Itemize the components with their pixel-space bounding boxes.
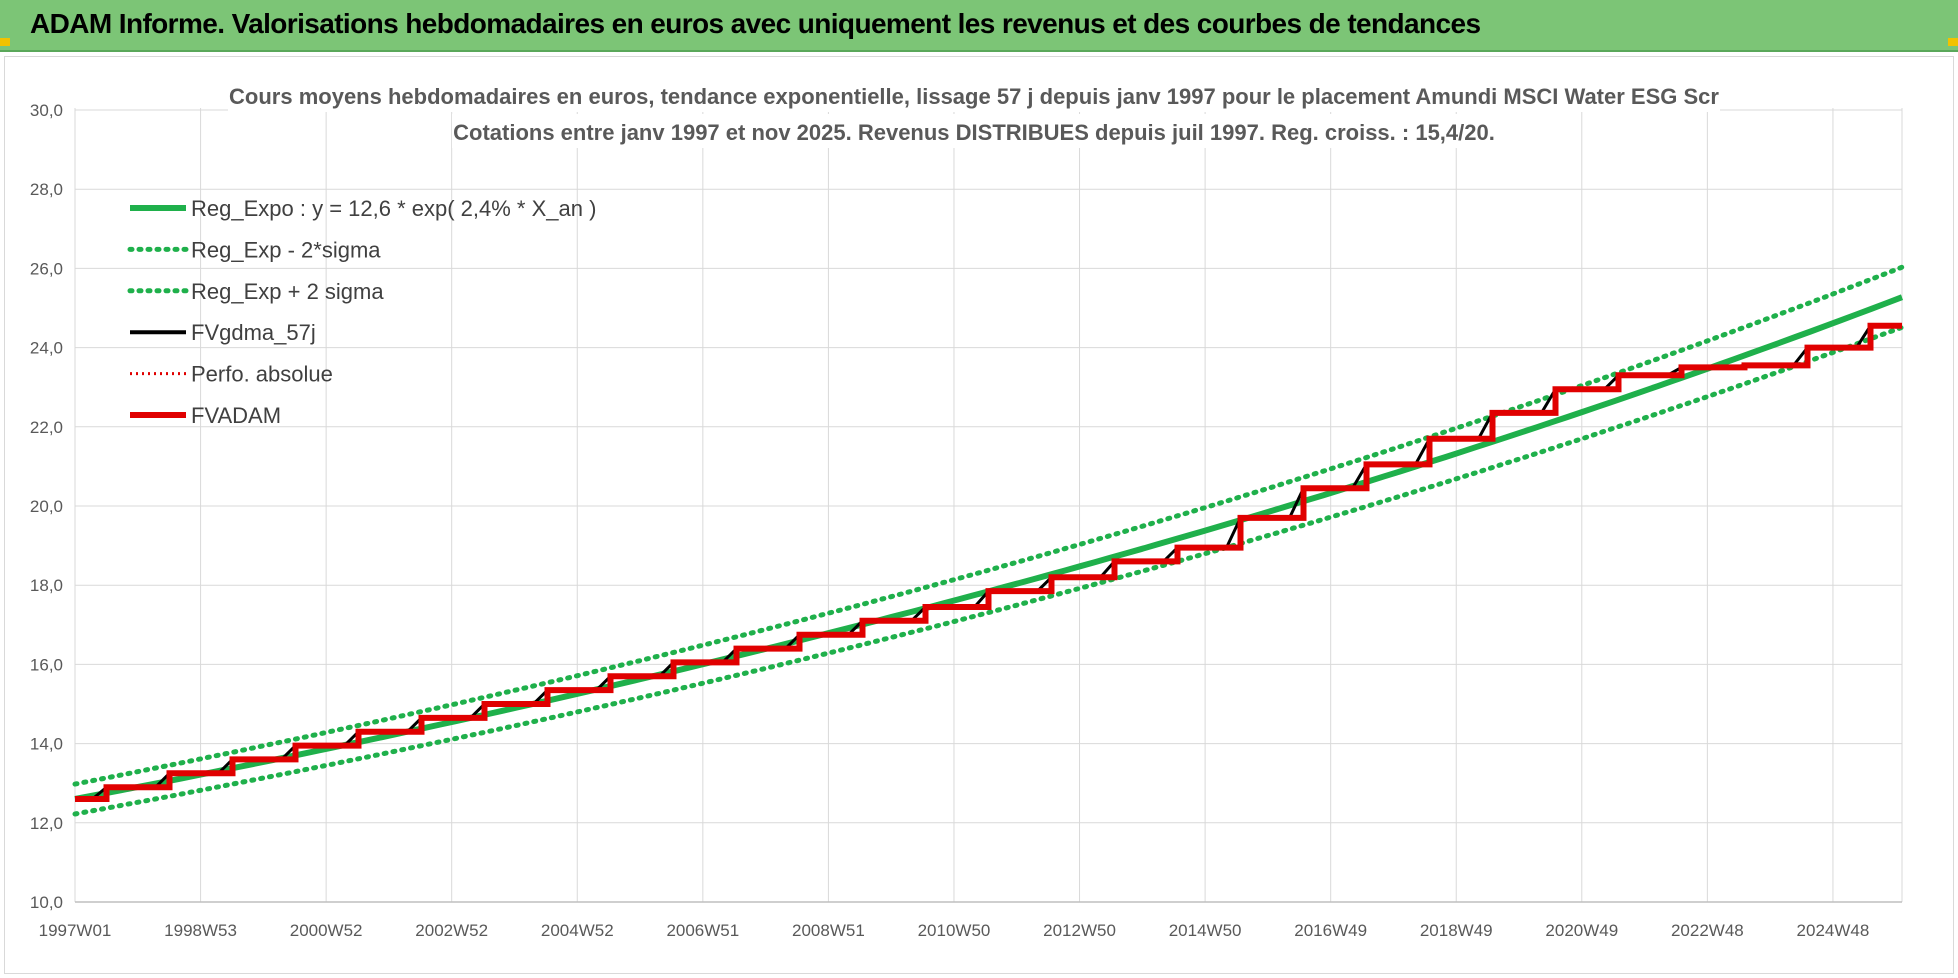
legend-label: Reg_Exp + 2 sigma — [191, 279, 384, 304]
x-tick-label: 2016W49 — [1294, 921, 1367, 940]
legend-label: Perfo. absolue — [191, 362, 333, 387]
corner-marker — [1948, 38, 1958, 46]
x-tick-label: 2008W51 — [792, 921, 865, 940]
x-tick-label: 2000W52 — [290, 921, 363, 940]
series-reg-exp-plus-2sigma — [72, 264, 1905, 787]
series-reg-exp-minus-2sigma — [72, 324, 1905, 817]
x-tick-label: 2010W50 — [918, 921, 991, 940]
chart-legend: Reg_Expo : y = 12,6 * exp( 2,4% * X_an )… — [127, 196, 596, 428]
y-axis-ticks: 10,0 12,0 14,0 16,0 18,0 20,0 22,0 24,0 26,0 28,0… — [30, 101, 63, 912]
x-tick-label: 2014W50 — [1169, 921, 1242, 940]
chart-title-line-1: Cours moyens hebdomadaires en euros, ten… — [229, 84, 1719, 109]
corner-marker — [0, 38, 10, 46]
y-tick-label: 26,0 — [30, 259, 63, 278]
chart-grid — [74, 108, 1903, 903]
y-tick-label: 30,0 — [30, 101, 63, 120]
legend-label: FVgdma_57j — [191, 320, 316, 345]
legend-label: Reg_Exp - 2*sigma — [191, 237, 381, 262]
x-tick-label: 2012W50 — [1043, 921, 1116, 940]
header-bar: ADAM Informe. Valorisations hebdomadaire… — [0, 0, 1958, 52]
x-tick-label: 2006W51 — [666, 921, 739, 940]
legend-label: Reg_Expo : y = 12,6 * exp( 2,4% * X_an ) — [191, 196, 596, 221]
x-tick-label: 2022W48 — [1671, 921, 1744, 940]
page-title: ADAM Informe. Valorisations hebdomadaire… — [30, 8, 1481, 39]
x-axis-ticks: 1997W01 1998W53 2000W52 2002W52 2004W52 2006W… — [39, 921, 1870, 940]
y-tick-label: 22,0 — [30, 418, 63, 437]
x-tick-label: 2018W49 — [1420, 921, 1493, 940]
y-tick-label: 24,0 — [30, 339, 63, 358]
series-fvadam — [74, 322, 1902, 803]
x-tick-label: 2024W48 — [1797, 921, 1870, 940]
y-tick-label: 10,0 — [30, 893, 63, 912]
y-tick-label: 16,0 — [30, 655, 63, 674]
chart-title-bg — [228, 78, 1720, 112]
x-tick-label: 1998W53 — [164, 921, 237, 940]
chart-title: Cours moyens hebdomadaires en euros, ten… — [228, 78, 1720, 148]
chart-frame — [4, 56, 1954, 974]
x-tick-label: 2004W52 — [541, 921, 614, 940]
y-tick-label: 12,0 — [30, 814, 63, 833]
y-tick-label: 18,0 — [30, 576, 63, 595]
chart-series — [72, 264, 1905, 817]
x-tick-label: 2002W52 — [415, 921, 488, 940]
y-tick-label: 28,0 — [30, 180, 63, 199]
y-tick-label: 20,0 — [30, 497, 63, 516]
chart-title-bg — [452, 114, 1496, 148]
legend-label: FVADAM — [191, 403, 281, 428]
chart-title-line-2: Cotations entre janv 1997 et nov 2025. R… — [453, 120, 1495, 145]
x-tick-label: 1997W01 — [39, 921, 112, 940]
y-tick-label: 14,0 — [30, 735, 63, 754]
x-tick-label: 2020W49 — [1545, 921, 1618, 940]
